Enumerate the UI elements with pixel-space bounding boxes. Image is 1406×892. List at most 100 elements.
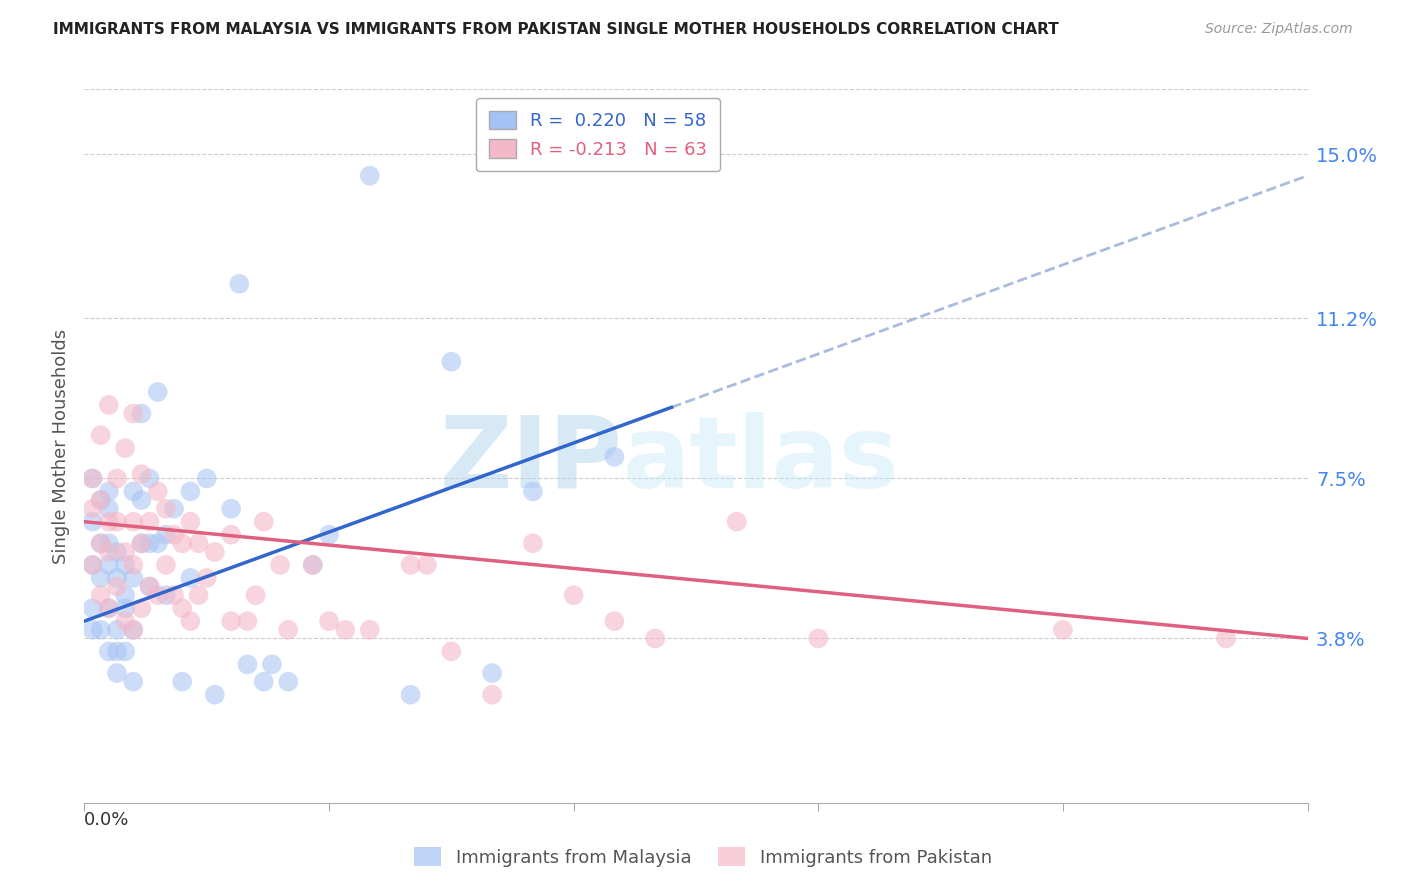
Point <box>90 588 112 602</box>
Point <box>138 580 160 594</box>
Text: 0.0%: 0.0% <box>84 812 129 830</box>
Point <box>138 536 160 550</box>
Point <box>131 601 153 615</box>
Point <box>105 515 128 529</box>
Point <box>146 588 169 602</box>
Point <box>131 536 153 550</box>
Point <box>114 441 136 455</box>
Point <box>172 536 194 550</box>
Point <box>82 601 104 615</box>
Point <box>195 571 218 585</box>
Point <box>440 354 463 368</box>
Point <box>359 169 381 183</box>
Legend: Immigrants from Malaysia, Immigrants from Pakistan: Immigrants from Malaysia, Immigrants fro… <box>406 840 1000 874</box>
Point <box>277 674 299 689</box>
Point <box>97 545 120 559</box>
Point <box>359 623 381 637</box>
Point <box>399 558 422 572</box>
Point <box>105 623 128 637</box>
Point <box>269 558 291 572</box>
Point <box>219 527 242 541</box>
Point <box>219 501 242 516</box>
Point <box>245 588 267 602</box>
Point <box>172 674 194 689</box>
Point <box>301 558 323 572</box>
Point <box>318 527 340 541</box>
Legend: R =  0.220   N = 58, R = -0.213   N = 63: R = 0.220 N = 58, R = -0.213 N = 63 <box>477 98 720 171</box>
Point <box>82 471 104 485</box>
Point <box>122 623 145 637</box>
Point <box>82 558 104 572</box>
Point <box>219 614 242 628</box>
Point <box>90 536 112 550</box>
Point <box>114 588 136 602</box>
Point <box>155 588 177 602</box>
Point <box>155 558 177 572</box>
Point <box>522 484 544 499</box>
Point <box>131 536 153 550</box>
Point <box>187 536 209 550</box>
Point <box>122 571 145 585</box>
Point <box>122 674 145 689</box>
Point <box>146 536 169 550</box>
Point <box>187 588 209 602</box>
Point <box>163 501 186 516</box>
Point <box>114 558 136 572</box>
Point <box>179 484 201 499</box>
Point <box>82 558 104 572</box>
Point <box>228 277 250 291</box>
Point <box>260 657 283 672</box>
Point <box>97 601 120 615</box>
Point <box>97 484 120 499</box>
Point <box>179 571 201 585</box>
Point <box>725 515 748 529</box>
Point <box>1215 632 1237 646</box>
Point <box>122 623 145 637</box>
Point <box>97 515 120 529</box>
Point <box>97 558 120 572</box>
Point <box>481 666 503 681</box>
Point <box>105 666 128 681</box>
Point <box>105 545 128 559</box>
Point <box>301 558 323 572</box>
Point <box>146 484 169 499</box>
Point <box>105 571 128 585</box>
Point <box>481 688 503 702</box>
Point <box>253 515 276 529</box>
Text: ZIP: ZIP <box>440 412 623 508</box>
Point <box>522 536 544 550</box>
Point <box>122 484 145 499</box>
Point <box>138 515 160 529</box>
Point <box>97 644 120 658</box>
Point <box>179 515 201 529</box>
Point <box>105 471 128 485</box>
Point <box>179 614 201 628</box>
Text: Source: ZipAtlas.com: Source: ZipAtlas.com <box>1205 22 1353 37</box>
Point <box>90 493 112 508</box>
Point <box>807 632 830 646</box>
Point <box>82 623 104 637</box>
Point <box>318 614 340 628</box>
Point <box>105 644 128 658</box>
Point <box>131 467 153 482</box>
Text: IMMIGRANTS FROM MALAYSIA VS IMMIGRANTS FROM PAKISTAN SINGLE MOTHER HOUSEHOLDS CO: IMMIGRANTS FROM MALAYSIA VS IMMIGRANTS F… <box>53 22 1059 37</box>
Point <box>335 623 357 637</box>
Point <box>1052 623 1074 637</box>
Point <box>138 580 160 594</box>
Point <box>603 614 626 628</box>
Point <box>122 407 145 421</box>
Point <box>172 601 194 615</box>
Point <box>90 623 112 637</box>
Point <box>90 428 112 442</box>
Y-axis label: Single Mother Households: Single Mother Households <box>52 328 70 564</box>
Point <box>440 644 463 658</box>
Point <box>562 588 585 602</box>
Point <box>236 657 259 672</box>
Point <box>155 501 177 516</box>
Point <box>399 688 422 702</box>
Point <box>131 407 153 421</box>
Point <box>644 632 666 646</box>
Point <box>204 545 226 559</box>
Point <box>195 471 218 485</box>
Point <box>163 527 186 541</box>
